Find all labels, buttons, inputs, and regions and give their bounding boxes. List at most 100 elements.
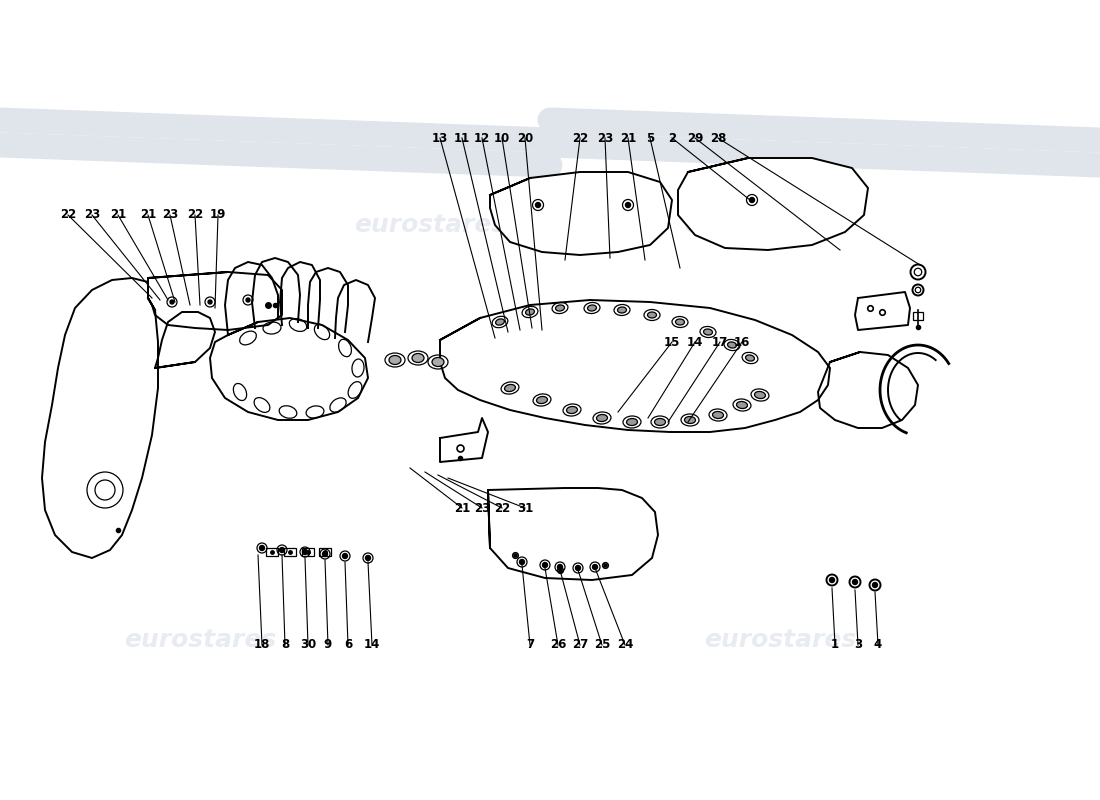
Text: 15: 15 (663, 335, 680, 349)
Text: 4: 4 (873, 638, 882, 651)
Text: 21: 21 (620, 131, 636, 145)
Text: 22: 22 (187, 209, 204, 222)
Text: eurostares: eurostares (704, 628, 856, 652)
Polygon shape (855, 292, 910, 330)
Ellipse shape (556, 305, 564, 311)
Ellipse shape (596, 414, 607, 422)
Circle shape (246, 298, 250, 302)
Ellipse shape (713, 411, 724, 418)
Polygon shape (148, 272, 282, 330)
Text: 25: 25 (594, 638, 610, 651)
Ellipse shape (627, 418, 638, 426)
Text: 14: 14 (686, 335, 703, 349)
Text: 1: 1 (830, 638, 839, 651)
Text: eurostares: eurostares (124, 628, 276, 652)
Text: 3: 3 (854, 638, 862, 651)
Text: 22: 22 (572, 131, 588, 145)
Circle shape (365, 555, 371, 561)
Text: 17: 17 (712, 335, 728, 349)
Ellipse shape (737, 402, 748, 409)
Ellipse shape (496, 319, 505, 325)
Polygon shape (42, 278, 158, 558)
Ellipse shape (526, 309, 535, 315)
Polygon shape (488, 488, 658, 580)
Circle shape (279, 547, 285, 553)
Circle shape (852, 579, 858, 585)
Circle shape (322, 551, 328, 557)
Ellipse shape (704, 329, 713, 335)
Text: 27: 27 (572, 638, 588, 651)
Text: 19: 19 (210, 209, 227, 222)
Text: 8: 8 (280, 638, 289, 651)
Text: 30: 30 (300, 638, 316, 651)
Ellipse shape (684, 417, 695, 423)
Ellipse shape (654, 418, 666, 426)
Circle shape (536, 202, 540, 207)
Bar (284, 548, 296, 556)
Text: 21: 21 (454, 502, 470, 514)
Text: 23: 23 (597, 131, 613, 145)
Ellipse shape (675, 319, 684, 325)
Circle shape (302, 550, 308, 554)
Ellipse shape (727, 342, 737, 348)
Text: 14: 14 (364, 638, 381, 651)
Circle shape (575, 566, 581, 570)
Ellipse shape (412, 354, 424, 362)
Circle shape (872, 582, 878, 587)
Circle shape (342, 554, 348, 558)
Ellipse shape (566, 406, 578, 414)
Circle shape (558, 565, 562, 570)
Ellipse shape (617, 307, 627, 313)
Circle shape (542, 562, 548, 567)
Ellipse shape (505, 385, 516, 391)
Text: 20: 20 (517, 131, 534, 145)
Ellipse shape (648, 312, 657, 318)
Bar (266, 548, 278, 556)
Text: 26: 26 (550, 638, 566, 651)
Ellipse shape (587, 305, 596, 311)
Text: 11: 11 (454, 131, 470, 145)
Circle shape (626, 202, 630, 207)
Bar (302, 548, 313, 556)
Text: 6: 6 (344, 638, 352, 651)
Text: 28: 28 (710, 131, 726, 145)
Circle shape (593, 565, 597, 570)
Polygon shape (440, 300, 830, 432)
Circle shape (208, 300, 212, 304)
Ellipse shape (389, 355, 402, 365)
Ellipse shape (537, 397, 548, 403)
Polygon shape (678, 158, 868, 250)
Text: 12: 12 (474, 131, 491, 145)
Text: eurostares: eurostares (354, 213, 506, 237)
Text: 22: 22 (59, 209, 76, 222)
Text: 16: 16 (734, 335, 750, 349)
Circle shape (260, 546, 264, 550)
Circle shape (829, 578, 835, 582)
Circle shape (170, 300, 174, 304)
Text: 22: 22 (494, 502, 510, 514)
Text: 21: 21 (140, 209, 156, 222)
Text: 29: 29 (686, 131, 703, 145)
Text: 2: 2 (668, 131, 676, 145)
Text: 9: 9 (323, 638, 332, 651)
Polygon shape (818, 352, 918, 428)
Polygon shape (440, 418, 488, 462)
Text: 18: 18 (254, 638, 271, 651)
Ellipse shape (746, 355, 755, 361)
Text: eurostares: eurostares (684, 213, 836, 237)
Text: 31: 31 (517, 502, 534, 514)
Text: 10: 10 (494, 131, 510, 145)
Circle shape (749, 198, 755, 202)
Polygon shape (490, 172, 672, 255)
Text: 23: 23 (474, 502, 491, 514)
Text: 21: 21 (110, 209, 126, 222)
Text: 7: 7 (526, 638, 535, 651)
Ellipse shape (432, 358, 444, 366)
Circle shape (519, 559, 525, 565)
Polygon shape (210, 318, 368, 420)
Polygon shape (155, 312, 214, 368)
Text: 5: 5 (646, 131, 654, 145)
Text: 23: 23 (162, 209, 178, 222)
Text: 24: 24 (617, 638, 634, 651)
Ellipse shape (755, 391, 766, 398)
